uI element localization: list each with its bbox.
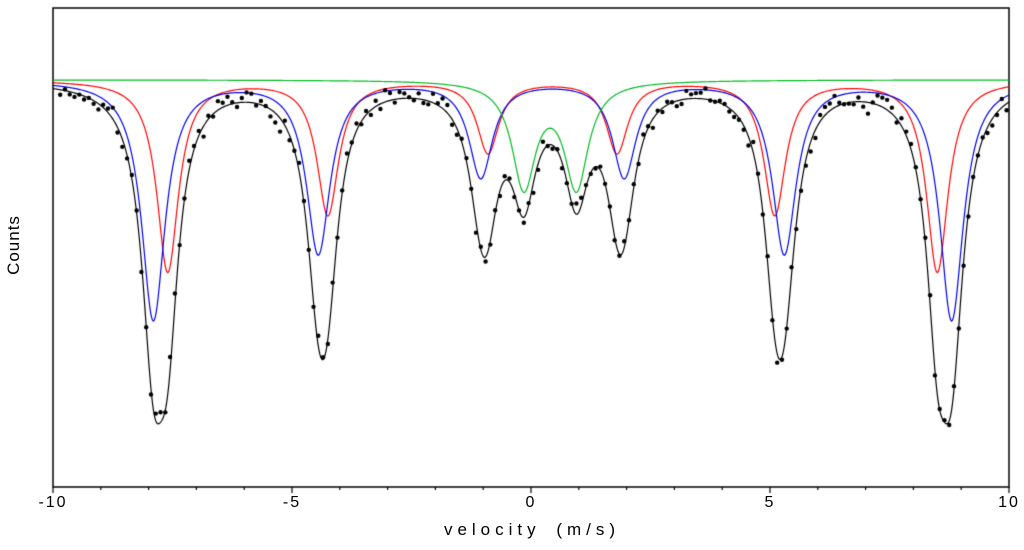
- x-tick-label: 0: [525, 494, 537, 511]
- x-tick-label: -10: [38, 494, 68, 511]
- x-tick-label: 10: [998, 494, 1020, 511]
- x-tick-label: -5: [282, 494, 302, 511]
- x-axis-label: velocity (m/s): [443, 520, 621, 539]
- y-axis-label: Counts: [4, 215, 23, 275]
- x-tick-label: 5: [764, 494, 776, 511]
